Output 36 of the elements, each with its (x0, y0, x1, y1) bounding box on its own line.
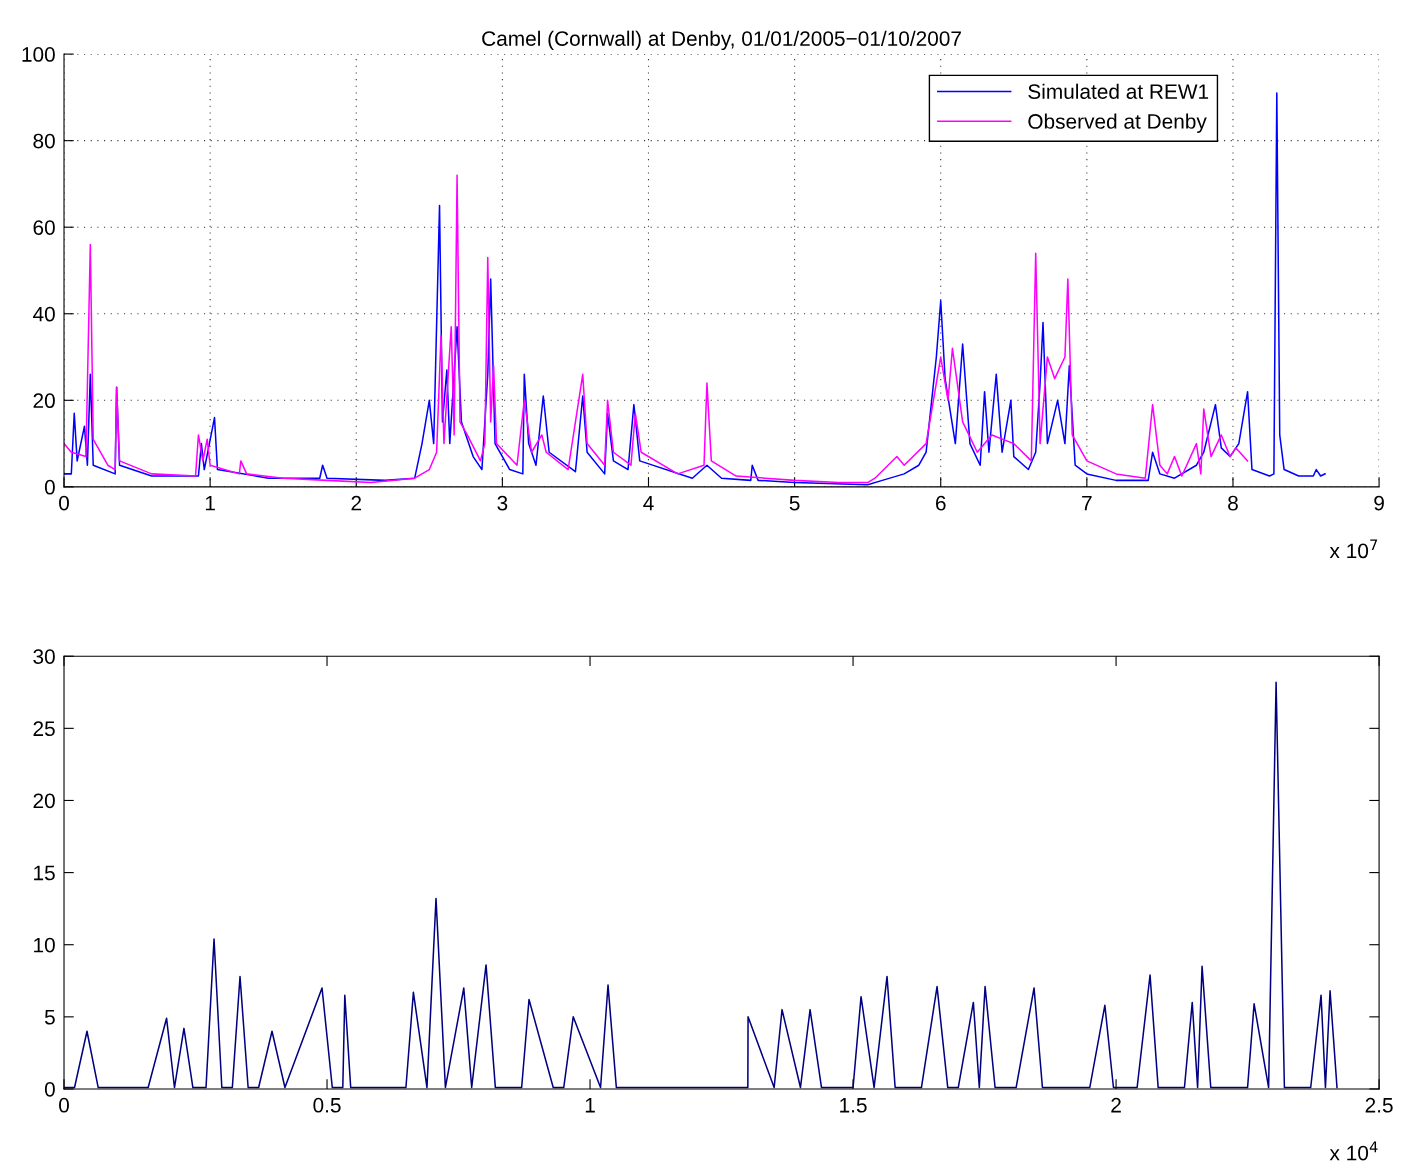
y-tick-label: 40 (32, 306, 55, 322)
y-tick-label: 100 (22, 47, 55, 62)
x-tick-label: 0 (59, 495, 69, 511)
x-tick-label: 6 (935, 495, 946, 511)
x-tick-label: 9 (1374, 495, 1384, 511)
y-tick-label: 60 (33, 220, 55, 235)
x-tick-label: 0 (59, 1097, 69, 1113)
legend-label: Observed at Denby (1028, 113, 1207, 133)
y-tick-label: 30 (33, 649, 55, 664)
text: x 10$^{4}$ (1329, 1141, 1378, 1161)
y-tick-label: 5 (44, 1010, 55, 1025)
x-tick-label: 2 (351, 495, 361, 511)
y-tick-label: 80 (33, 133, 55, 149)
y-tick-label: 15 (34, 865, 55, 881)
x-tick-label: 2 (1111, 1097, 1121, 1113)
x-tick-label: 7 (1082, 495, 1092, 511)
y-tick-label: 20 (33, 393, 55, 409)
y-tick-label: 20 (33, 793, 55, 809)
x-tick-label: 1 (205, 495, 215, 511)
text: x 10$^{7}$ (1329, 539, 1378, 559)
line-series (64, 174, 1249, 484)
x-tick-label: 1.5 (840, 1098, 867, 1113)
y-tick-label: 0 (44, 1081, 55, 1097)
x-tick-label: 4 (643, 495, 654, 511)
y-tick-label: 0 (44, 479, 55, 495)
y-tick-label: 25 (33, 721, 55, 737)
x-tick-label: 5 (789, 495, 800, 511)
x-tick-label: 1 (585, 1098, 595, 1113)
x-tick-label: 3 (497, 495, 508, 511)
x-tick-label: 2.5 (1365, 1097, 1393, 1113)
chart-title: Camel (Cornwall) at Denby, 01/01/2005−01/10/2007 (482, 30, 961, 51)
x-tick-label: 0.5 (313, 1097, 341, 1113)
line-series (64, 681, 1338, 1089)
legend-label: Simulated at REW1 (1028, 83, 1209, 99)
x-tick-label: 8 (1228, 495, 1238, 511)
y-tick-label: 10 (34, 937, 55, 953)
